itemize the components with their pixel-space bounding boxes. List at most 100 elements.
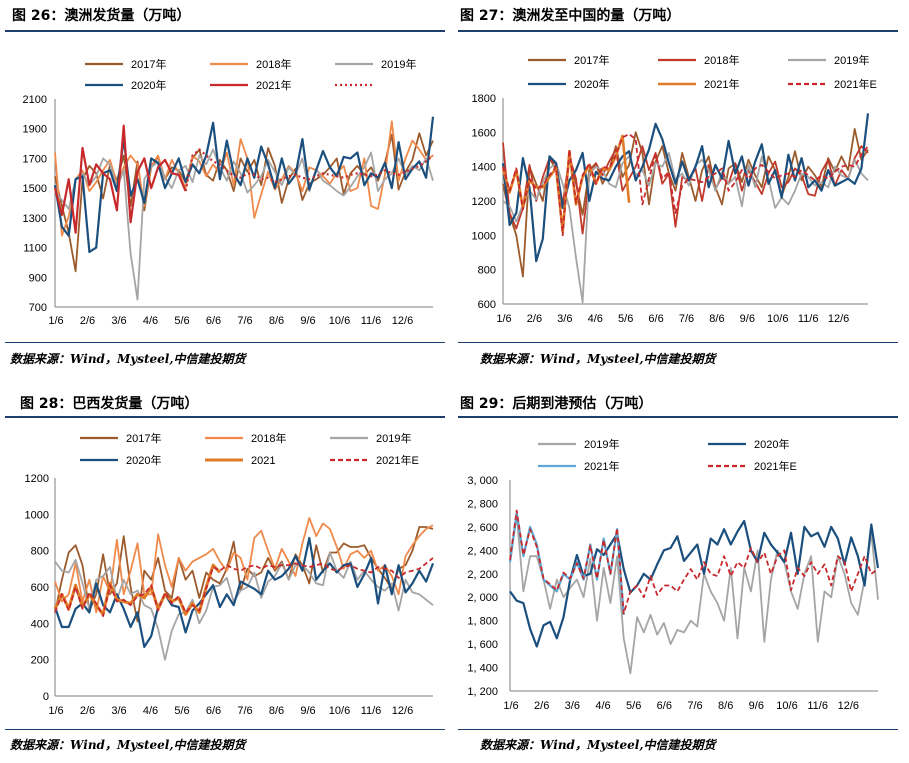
series-line [502,133,869,237]
x-tick-label: 6/6 [206,705,221,717]
y-tick-label: 1600 [472,127,496,139]
legend-label: 2019年 [584,437,619,451]
x-tick-label: 3/6 [111,705,126,717]
legend-label: 2020年 [126,453,161,467]
x-tick-label: 11/6 [361,705,382,717]
legend-label: 2017年 [574,53,609,67]
x-tick-label: 1/6 [48,315,63,327]
x-tick-label: 12/6 [838,700,859,712]
series-line [54,526,434,623]
y-tick-label: 700 [29,302,47,314]
y-tick-label: 1400 [472,162,496,174]
series-line [53,124,187,234]
x-tick-label: 6/6 [648,313,663,325]
legend-label: 2021年E [376,453,419,467]
series-line [509,519,880,648]
y-tick-label: 1300 [23,213,47,225]
x-tick-label: 9/6 [740,313,755,325]
source-note: 数据来源：Wind，Mysteel,中信建投期货 [480,352,716,366]
legend-label: 2020年 [754,437,789,451]
x-tick-label: 7/6 [237,315,252,327]
series-line [184,148,434,192]
y-tick-label: 3, 000 [467,475,498,487]
y-tick-label: 2, 200 [467,569,498,581]
y-tick-label: 1, 800 [467,616,498,628]
chart-title: 图 26：澳洲发货量（万吨） [12,8,191,24]
y-tick-label: 800 [478,265,496,277]
legend-label: 2021年 [256,78,291,92]
y-tick-label: 1000 [25,509,49,521]
y-tick-label: 600 [31,582,49,594]
x-tick-label: 1/6 [496,313,511,325]
legend-label: 2019年 [376,431,411,445]
x-tick-label: 5/6 [174,315,189,327]
legend-label: 2020年 [131,78,166,92]
x-tick-label: 7/6 [679,313,694,325]
y-tick-label: 1100 [23,243,47,255]
y-tick-label: 200 [31,655,49,667]
series-line [53,116,435,254]
x-tick-label: 8/6 [269,315,284,327]
source-divider [458,342,898,343]
y-tick-label: 2, 800 [467,498,498,510]
legend-label: 2021年 [584,459,619,473]
series-line [54,132,434,273]
chart-title: 图 27：澳洲发至中国的量（万吨） [460,8,681,24]
x-tick-label: 4/6 [143,705,158,717]
y-tick-label: 600 [478,299,496,311]
x-tick-label: 9/6 [749,700,764,712]
y-tick-label: 2, 400 [467,545,498,557]
x-tick-label: 10/6 [329,315,350,327]
source-divider [458,729,898,730]
x-tick-label: 8/6 [709,313,724,325]
title-underline [5,30,445,32]
y-tick-label: 1, 400 [467,663,498,675]
series-line [502,152,869,304]
legend-label: 2021年E [834,77,877,91]
x-tick-label: 2/6 [527,313,542,325]
x-tick-label: 5/6 [174,705,189,717]
x-tick-label: 11/6 [798,313,819,325]
y-tick-label: 1200 [472,196,496,208]
chart-panel-28: 图 28：巴西发货量（万吨） 1200 1000 800 600 400 200 0 1/6 2… [5,388,453,763]
x-tick-label: 2/6 [534,700,549,712]
x-tick-label: 11/6 [361,315,382,327]
x-tick-label: 1/6 [503,700,518,712]
chart-panel-27: 图 27：澳洲发至中国的量（万吨） 1800 1600 1400 1200 1000 80… [458,0,906,375]
legend-label: 2021年E [754,459,797,473]
x-tick-label: 7/6 [687,700,702,712]
chart-panel-26: 图 26：澳洲发货量（万吨） 2100 1900 1700 1500 1300 1100 9… [5,0,453,375]
series-line [502,128,869,278]
x-tick-label: 4/6 [143,315,158,327]
x-tick-label: 9/6 [300,705,315,717]
x-tick-label: 2/6 [80,315,95,327]
source-note: 数据来源：Wind，Mysteel,中信建投期货 [10,738,246,752]
x-tick-label: 4/6 [588,313,603,325]
x-tick-label: 6/6 [206,315,221,327]
series-line [509,509,879,615]
x-tick-label: 12/6 [392,705,413,717]
x-tick-label: 3/6 [565,700,580,712]
x-tick-label: 12/6 [828,313,849,325]
x-tick-label: 3/6 [557,313,572,325]
source-divider [5,729,445,730]
legend-label: 2019年 [381,57,416,71]
legend-label: 2021年 [704,77,739,91]
chart-title: 图 28：巴西发货量（万吨） [20,396,199,412]
x-tick-label: 6/6 [657,700,672,712]
y-tick-label: 1200 [25,473,49,485]
source-divider [5,342,445,343]
chart-title: 图 29：后期到港预估（万吨） [460,396,653,412]
source-note: 数据来源：Wind，Mysteel,中信建投期货 [10,352,246,366]
y-tick-label: 1000 [472,230,496,242]
x-tick-label: 10/6 [767,313,788,325]
y-tick-label: 1800 [472,93,496,105]
x-tick-label: 4/6 [595,700,610,712]
x-tick-label: 9/6 [300,315,315,327]
x-tick-label: 3/6 [111,315,126,327]
legend-label: 2017年 [131,57,166,71]
x-tick-label: 1/6 [48,705,63,717]
line-chart: 3, 000 2, 800 2, 600 2, 400 2, 200 2, 000 1, 8… [467,437,880,712]
x-tick-label: 8/6 [718,700,733,712]
